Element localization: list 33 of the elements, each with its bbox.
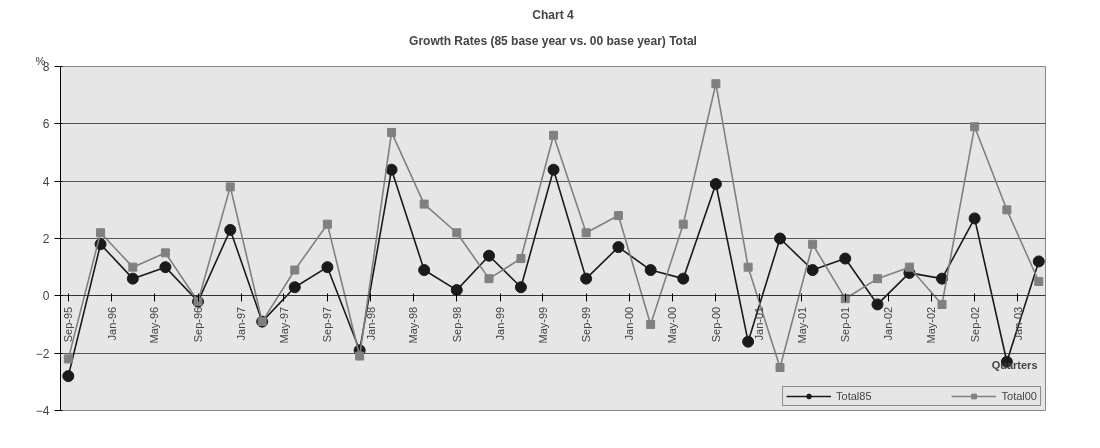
y-tick-label: 6 [42, 117, 50, 132]
x-tick-label: Jan-01 [753, 306, 766, 341]
legend-label: Total00 [1001, 390, 1037, 402]
x-tick-label: Jan-99 [494, 306, 507, 341]
chart-subtitle: Growth Rates (85 base year vs. 00 base year) Total [409, 33, 697, 48]
x-tick-label: May-99 [536, 306, 549, 344]
x-tick-label: Jan-00 [623, 306, 636, 341]
x-tick-label: Sep-95 [62, 306, 75, 343]
chart-title: Chart 4 [532, 7, 574, 22]
x-tick-label: Sep-96 [192, 306, 205, 343]
y-tick-label: −4 [35, 404, 50, 418]
x-tick-label: Jan-96 [105, 306, 118, 341]
x-tick-label: May-98 [407, 306, 420, 344]
x-tick-label: May-02 [925, 306, 938, 344]
x-tick-label: Sep-00 [709, 306, 722, 343]
y-tick-label: −2 [35, 346, 50, 361]
x-tick-label: Sep-99 [580, 306, 593, 343]
x-tick-label: Jan-98 [364, 306, 377, 341]
legend-label: Total85 [836, 390, 872, 402]
y-tick-label: 0 [42, 289, 50, 304]
x-tick-label: Sep-97 [321, 306, 334, 343]
x-tick-label: May-01 [795, 306, 808, 344]
y-tick-label: 2 [42, 232, 50, 246]
x-tick-label: Jan-02 [882, 306, 895, 341]
x-tick-label: Sep-02 [968, 306, 981, 343]
x-tick-label: Jan-97 [235, 306, 248, 341]
x-tick-label: May-00 [666, 306, 679, 344]
x-tick-label: May-96 [148, 306, 161, 344]
x-tick-label: Sep-98 [450, 306, 463, 343]
x-tick-label: Sep-01 [839, 306, 852, 343]
x-tick-label: May-97 [277, 306, 290, 344]
y-tick-label: 4 [42, 174, 50, 189]
x-tick-label: Jan-03 [1011, 306, 1024, 341]
